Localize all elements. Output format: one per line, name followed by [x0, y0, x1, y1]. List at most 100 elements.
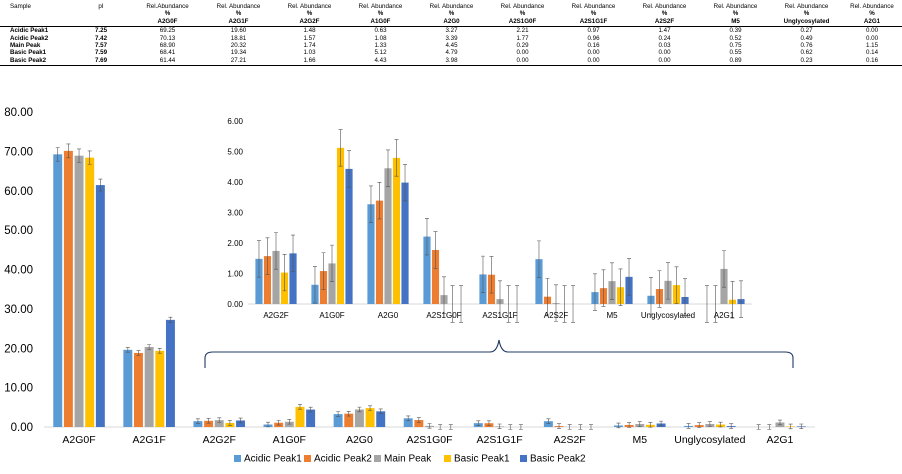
main-error-bar [238, 417, 243, 424]
main-error-bar [66, 143, 71, 159]
main-bar [236, 420, 246, 427]
main-error-bar [308, 406, 313, 413]
main-error-bar [276, 420, 281, 426]
table-header-cell: Sample [10, 3, 31, 10]
table-cell: 27.21 [203, 56, 274, 67]
table-cell: 0.24 [658, 34, 671, 42]
inset-bar [289, 253, 297, 304]
inset-error-bar [562, 285, 567, 323]
inset-y-tick-label: 2.00 [227, 239, 243, 248]
inset-error-bar [666, 262, 670, 300]
inset-error-bar [424, 217, 429, 256]
legend-label: Acidic Peak2 [314, 454, 372, 465]
table-header-cell: A2S1G0F [487, 17, 558, 28]
main-bar [543, 421, 553, 427]
table-cell: 1.48 [303, 27, 316, 35]
table-header-cell: % [869, 10, 875, 18]
main-error-bar [287, 419, 292, 425]
main-error-bar [416, 417, 421, 423]
table-cell: 1.47 [658, 27, 671, 35]
table-header-cell: % [661, 10, 668, 18]
inset-error-bar [312, 266, 317, 304]
table-cell: 0.00 [587, 49, 600, 57]
table-cell: 70.13 [159, 34, 176, 42]
main-error-bar [87, 150, 92, 165]
table-cell: 3.39 [445, 34, 458, 42]
table-row: Acidic Peak2 7.42 70.13 18.81 1.57 1.08 3.39 1.… [0, 35, 902, 42]
table-header-cell: A2G2F [274, 17, 345, 28]
inset-bar [255, 258, 263, 304]
main-error-bar [357, 406, 362, 413]
table-cell: 0.55 [729, 49, 742, 57]
table-row: Main Peak 7.57 68.90 20.32 1.74 1.33 4.45 0.29 0… [0, 42, 902, 49]
main-error-bar [136, 350, 141, 356]
main-y-tick-label: 20.00 [4, 343, 33, 355]
inset-error-bar [321, 252, 326, 290]
main-y-tick-label: 60.00 [4, 186, 33, 198]
table-cell: 0.49 [800, 34, 813, 42]
main-x-tick-label: A2S1G1F [477, 434, 523, 446]
table-row: Acidic Peak1 7.25 69.25 19.60 1.48 0.63 3.27 2.… [0, 27, 902, 35]
inset-x-tick-label: A2G0 [378, 311, 399, 320]
main-bar [144, 346, 154, 427]
main-x-tick-label: Unglycosylated [674, 434, 745, 446]
table-cell: 19.60 [230, 27, 247, 35]
inset-error-bar [347, 150, 352, 188]
main-bar [155, 350, 165, 427]
inset-error-bar [442, 276, 446, 314]
table-header-row: %%%%%%%%%%% [0, 10, 902, 17]
chart-legend: Acidic Peak1 Acidic Peak2 Main Peak Basic P… [234, 454, 586, 465]
main-error-bar [98, 178, 103, 192]
table-header-cell: A2G1F [203, 17, 274, 28]
table-cell: 7.69 [70, 56, 132, 67]
inset-error-bar [403, 164, 408, 202]
main-bar [344, 413, 354, 427]
table-cell: Basic Peak1 [10, 49, 47, 57]
table-cell: 0.75 [729, 42, 742, 50]
table-cell: 4.45 [445, 42, 458, 50]
table-cell: 0.63 [374, 27, 387, 35]
inset-y-tick-label: 6.00 [227, 117, 243, 126]
table-cell: 0.14 [865, 49, 879, 57]
main-error-bar [448, 424, 453, 430]
table-cell: Acidic Peak2 [10, 34, 49, 42]
inset-bar [328, 263, 336, 304]
main-bar [414, 420, 424, 427]
inset-y-tick-label: 1.00 [227, 269, 243, 278]
main-x-tick-label: A2S2F [554, 434, 586, 446]
legend-swatch [444, 455, 451, 462]
table-header-cell: Rel. Abundance [571, 3, 616, 10]
inset-error-bar [674, 266, 679, 304]
table-header-cell: Rel. Abundance [642, 3, 687, 10]
main-y-tick-label: 30.00 [4, 304, 33, 316]
main-error-bar [508, 424, 513, 430]
legend-swatch [520, 455, 527, 462]
table-cell: 68.90 [159, 42, 176, 50]
main-y-tick-label: 40.00 [4, 265, 33, 277]
table-header-cell: A2S1G1F [558, 17, 629, 28]
table-cell: 4.79 [445, 49, 458, 57]
main-bar [134, 352, 143, 427]
inset-error-bar [601, 269, 606, 307]
inset-error-bar [459, 285, 464, 323]
legend-label: Main Peak [384, 454, 432, 465]
table-cell: 0.00 [558, 56, 629, 67]
main-bar [403, 418, 413, 427]
table-cell: 0.16 [842, 56, 902, 67]
inset-bar [392, 157, 401, 304]
main-error-bar [77, 148, 82, 163]
main-error-bar [718, 421, 723, 428]
main-error-bar [427, 423, 432, 429]
main-error-bar [546, 418, 551, 424]
table-cell: 0.16 [587, 42, 600, 50]
inset-bar [384, 168, 392, 304]
main-error-bar [637, 421, 642, 427]
inset-bar [401, 182, 409, 304]
main-bar [53, 154, 63, 427]
table-cell: 1.57 [303, 34, 316, 42]
legend-label: Basic Peak2 [530, 454, 586, 465]
inset-error-bar [704, 285, 709, 323]
table-header-cell: Rel.Abundance [146, 3, 189, 10]
inset-error-bar [683, 278, 688, 316]
